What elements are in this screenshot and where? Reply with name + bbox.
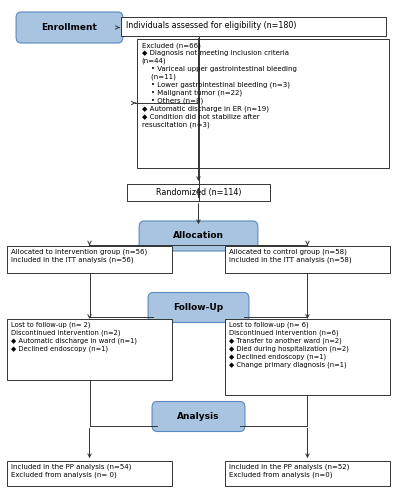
FancyBboxPatch shape	[16, 12, 123, 43]
Text: Enrollment: Enrollment	[42, 23, 97, 32]
Text: Follow-Up: Follow-Up	[173, 303, 224, 312]
Bar	[225, 461, 390, 486]
Bar	[7, 319, 172, 380]
Bar	[121, 18, 386, 36]
Text: Included in the PP analysis (n=52)
Excluded from analysis (n=0): Included in the PP analysis (n=52) Exclu…	[229, 464, 349, 478]
Text: Included in the PP analysis (n=54)
Excluded from analysis (n= 0): Included in the PP analysis (n=54) Exclu…	[11, 464, 131, 478]
FancyBboxPatch shape	[148, 292, 249, 322]
Text: Analysis: Analysis	[177, 412, 220, 421]
Text: Randomized (n=114): Randomized (n=114)	[156, 188, 241, 197]
FancyBboxPatch shape	[152, 402, 245, 432]
Bar	[137, 38, 389, 168]
Text: Lost to follow-up (n= 2)
Discontinued intervention (n=2)
◆ Automatic discharge i: Lost to follow-up (n= 2) Discontinued in…	[11, 322, 137, 352]
Text: Allocation: Allocation	[173, 232, 224, 240]
Bar	[7, 461, 172, 486]
Bar	[127, 184, 270, 201]
Text: Individuals assessed for eligibility (n=180): Individuals assessed for eligibility (n=…	[126, 21, 296, 30]
Text: Allocated to intervention group (n=56)
Included in the ITT analysis (n=56): Allocated to intervention group (n=56) I…	[11, 248, 147, 263]
Text: Lost to follow-up (n= 6)
Discontinued intervention (n=6)
◆ Transfer to another w: Lost to follow-up (n= 6) Discontinued in…	[229, 322, 349, 368]
Text: Excluded (n=66)
◆ Diagnosis not meeting inclusion criteria
(n=44)
    • Variceal: Excluded (n=66) ◆ Diagnosis not meeting …	[142, 42, 297, 127]
Text: Allocated to control group (n=58)
Included in the ITT analysis (n=58): Allocated to control group (n=58) Includ…	[229, 248, 352, 263]
Bar	[7, 246, 172, 272]
Bar	[225, 319, 390, 395]
Bar	[225, 246, 390, 272]
FancyBboxPatch shape	[139, 221, 258, 251]
